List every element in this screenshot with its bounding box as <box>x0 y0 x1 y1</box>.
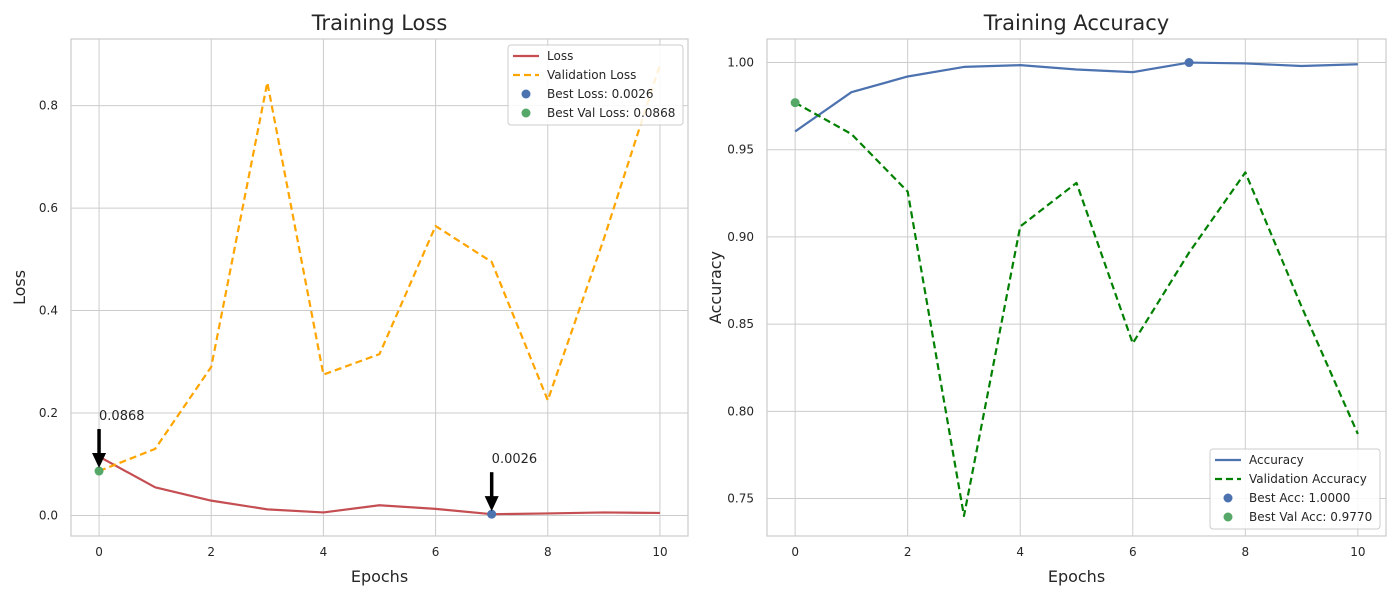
series-line-loss <box>98 455 660 516</box>
y-tick-label: 0.85 <box>727 317 754 331</box>
x-tick-label: 10 <box>652 545 667 559</box>
chart-title: Training Accuracy <box>983 11 1169 35</box>
legend-box <box>507 44 684 126</box>
x-tick-label: 0 <box>791 545 799 559</box>
x-tick-label: 2 <box>207 545 215 559</box>
y-tick-label: 0.6 <box>39 201 58 215</box>
x-tick-label: 4 <box>1016 545 1024 559</box>
legend-box <box>1209 448 1381 530</box>
best-marker-point <box>487 509 497 519</box>
legend-label: Best Val Loss: 0.0868 <box>547 106 675 120</box>
x-tick-label: 6 <box>432 545 440 559</box>
legend-label: Best Val Acc: 0.9770 <box>1249 510 1372 524</box>
legend-swatch-marker <box>521 89 531 99</box>
legend-swatch-marker <box>521 108 531 118</box>
y-axis-label: Loss <box>10 270 29 305</box>
training-loss-chart: 0 2 4 6 8 10 0.0 0.2 0.4 0.6 0.8 Training Loss Epoch… <box>10 11 689 586</box>
legend-label: Validation Loss <box>547 68 636 82</box>
x-tick-label: 2 <box>904 545 912 559</box>
plot-frame <box>766 38 1387 537</box>
x-tick-label: 6 <box>1129 545 1137 559</box>
y-tick-label: 0.95 <box>727 143 754 157</box>
annotation-label: 0.0026 <box>492 452 538 467</box>
y-tick-label: 0.90 <box>727 230 754 244</box>
y-tick-label: 0.0 <box>39 509 58 523</box>
legend-label: Accuracy <box>1249 453 1304 467</box>
y-tick-label: 0.80 <box>727 404 754 418</box>
best-marker-point <box>1184 58 1194 68</box>
best-marker-point <box>790 98 800 108</box>
plot-frame <box>70 38 689 537</box>
x-axis-label: Epochs <box>1048 567 1105 586</box>
annotation-label: 0.0868 <box>99 409 145 424</box>
chart-title: Training Loss <box>311 11 448 35</box>
legend-label: Loss <box>547 49 573 63</box>
y-tick-label: 1.00 <box>727 56 754 70</box>
y-tick-label: 0.2 <box>39 406 58 420</box>
series-line-validation-loss <box>98 64 662 473</box>
y-tick-label: 0.4 <box>39 304 58 318</box>
x-tick-label: 4 <box>320 545 328 559</box>
legend-label: Best Loss: 0.0026 <box>547 87 654 101</box>
x-tick-label: 0 <box>95 545 103 559</box>
annotation-arrow-head <box>484 496 499 512</box>
y-axis-label: Accuracy <box>706 251 725 324</box>
legend-swatch-marker <box>1223 512 1233 522</box>
training-accuracy-chart: 0 2 4 6 8 10 0.75 0.80 0.85 0.90 0.95 1.00 Training … <box>706 11 1387 586</box>
series-line-accuracy <box>794 61 1358 133</box>
x-tick-label: 8 <box>1241 545 1249 559</box>
y-tick-label: 0.75 <box>727 492 754 506</box>
x-tick-label: 8 <box>544 545 552 559</box>
annotation-arrow-head <box>92 453 107 469</box>
x-tick-label: 10 <box>1350 545 1365 559</box>
series-line-validation-accuracy <box>794 101 1359 518</box>
legend-swatch-marker <box>1223 493 1233 503</box>
best-marker-point <box>94 466 104 476</box>
y-tick-label: 0.8 <box>39 99 58 113</box>
legend-label: Best Acc: 1.0000 <box>1249 491 1350 505</box>
x-axis-label: Epochs <box>351 567 408 586</box>
legend-label: Validation Accuracy <box>1249 472 1367 486</box>
